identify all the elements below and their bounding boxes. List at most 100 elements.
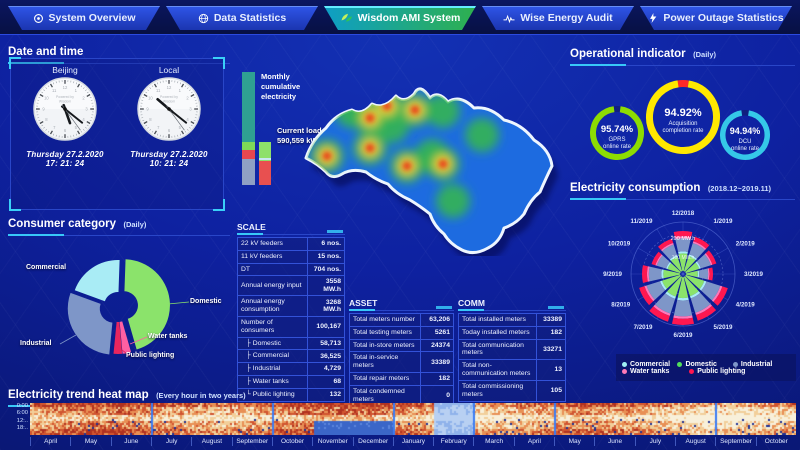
table-header: SCALE [237,222,345,235]
svg-text:7: 7 [157,125,160,130]
svg-text:8: 8 [45,117,48,122]
current-load-value: 590,559 kW [277,136,318,146]
wise-energy-audit-icon [503,13,515,24]
legend-dot-icon [622,368,627,374]
tab-wisdom-ami-system[interactable]: Wisdom AMI System [324,6,476,30]
row-value: 105 [536,380,565,401]
legend-dot-icon [677,361,683,367]
svg-text:Powered by: Powered by [160,95,178,99]
power-outage-icon [648,12,658,24]
system-overview-icon [33,13,44,24]
scale-table: SCALE 22 kV feeders 6 nos. 11 kV feeders 15 … [237,222,345,402]
tab-system-overview[interactable]: System Overview [8,6,160,30]
comm-table: COMM Total installed meters 33389 Today ins… [458,298,566,402]
svg-text:9/2019: 9/2019 [603,271,622,278]
svg-text:3: 3 [85,106,88,111]
table-header: ASSET [349,298,454,311]
svg-text:12: 12 [167,85,172,90]
row-label: DT [241,265,251,273]
heatmap-month-label: June [110,437,151,447]
svg-text:Wisdom: Wisdom [163,100,175,104]
donut-label-domestic: Domestic [190,298,222,305]
svg-text:10/2019: 10/2019 [608,241,631,248]
consumer-subtitle: (Daily) [123,220,147,229]
asset-table: ASSET Total meters number 63,206 Total test… [349,298,454,407]
tab-wise-energy-audit[interactable]: Wise Energy Audit [482,6,634,30]
row-label: Total commissioning meters [462,382,524,398]
tab-label: System Overview [48,12,136,24]
legend-dot-icon [689,368,695,374]
heatmap-title: Electricity trend heat map [8,389,149,401]
datetime-panel: Beijing 1 2 3 4 5 6 7 8 9 10 11 12 Powered by Wisdom … [9,57,225,211]
svg-text:online rate: online rate [603,144,632,150]
row-label: Number of consumers [241,319,275,334]
row-label: Annual energy consumption [241,298,285,314]
consumption-subtitle: (2018.12~2019.11) [707,184,771,193]
legend-label: Public lighting [697,367,746,375]
svg-text:4/2019: 4/2019 [736,302,755,309]
table-row: 11 kV feeders 15 nos. [237,249,345,264]
heatmap-month-label: September [715,437,755,447]
clock-time: 10: 21: 24 [149,159,189,168]
clock-date: Thursday 27.2.2020 [130,150,208,159]
heatmap-y-label: 12:.. [16,417,28,424]
legend-label: Commercial [630,360,671,368]
heatmap-canvas [30,403,796,435]
current-load-bar [259,142,271,185]
table-row: Annual energy input 3558 MW.h [237,275,345,297]
bar-segment [259,161,271,185]
donut-label-industrial: Industrial [20,340,52,347]
row-value: 24374 [420,339,453,352]
data-statistics-icon [198,13,209,24]
analog-clock-icon: 1 2 3 4 5 6 7 8 9 10 11 12 Powered by Wisdom [121,75,217,148]
row-label: ├ Water tanks [246,378,289,386]
row-label: Total testing meters [353,328,412,336]
svg-text:94.92%: 94.92% [664,107,702,119]
svg-text:9: 9 [42,106,45,111]
wisdom-ami-icon [340,12,353,24]
heatmap-month-label: April [30,437,70,447]
row-value: 33271 [536,339,565,360]
row-label: ├ Domestic [246,339,282,347]
row-label: 22 kV feeders [241,240,283,247]
svg-text:1/2019: 1/2019 [714,218,733,225]
bar-segment [242,158,255,185]
svg-text:4: 4 [186,117,189,122]
tab-power-outage-statistics[interactable]: Power Outage Statistics [640,6,792,30]
operational-subtitle: (Daily) [693,50,717,59]
svg-text:DCU: DCU [739,139,752,145]
svg-text:4: 4 [82,117,85,122]
row-value: 13 [536,360,565,380]
table-row: Total in-service meters 33389 [349,351,454,374]
svg-text:2: 2 [82,96,85,101]
donut-label-water-tanks: Water tanks [148,333,188,340]
row-label: Total in-service meters [353,354,399,370]
table-row: Annual energy consumption 3268 MW.h [237,295,345,317]
heatmap-month-label: March [473,437,513,447]
svg-text:Acquisition: Acquisition [668,121,697,127]
svg-text:100 MW.h: 100 MW.h [672,255,695,261]
heatmap-month-label: April [513,437,554,447]
monthly-cumulative-label: Monthly cumulative electricity [261,72,301,101]
tab-data-statistics[interactable]: Data Statistics [166,6,318,30]
svg-text:7: 7 [53,125,56,130]
row-label: Total condemned meters [353,387,405,403]
table-row: └ Public lighting 132 [237,387,345,402]
row-label: Total non-communication meters [462,362,531,378]
heatmap-month-label: May [70,437,110,447]
consumer-panel-title: Consumer category (Daily) [8,214,230,236]
operational-gauges: 95.74% GPRS online rate 94.92% Acquisition co… [570,62,795,180]
row-value: 58,713 [307,337,344,350]
row-value: 6 nos. [307,238,344,250]
clock-city-label: Beijing [52,65,78,75]
table-row: Number of consumers 100,167 [237,316,345,338]
svg-text:completion rate: completion rate [662,128,704,134]
row-label: Total meters number [353,316,415,323]
legend-item-public-lighting: Public lighting [689,368,756,375]
svg-text:3: 3 [189,106,192,111]
current-load-marker [259,158,271,160]
region-map-svg [304,87,558,263]
